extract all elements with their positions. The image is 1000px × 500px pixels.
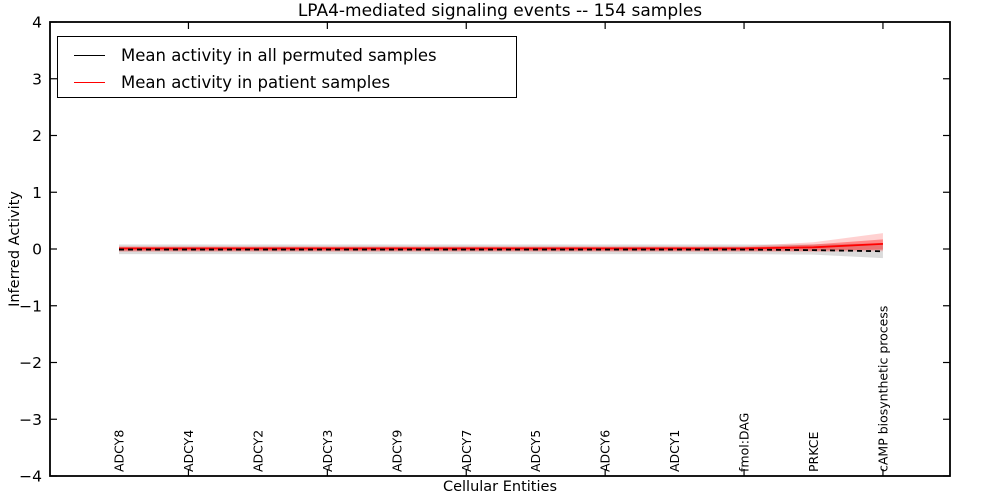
y-tick-label: −2 xyxy=(19,354,42,372)
y-tick-label: 1 xyxy=(32,184,42,202)
series-line-patient xyxy=(119,242,883,250)
band-patient-samples-range-outer xyxy=(119,233,883,252)
x-tick-label: ADCY2 xyxy=(250,430,265,472)
y-axis-title: Inferred Activity xyxy=(7,191,23,307)
x-tick-label: ADCY9 xyxy=(389,430,404,472)
x-tick-label: ADCY3 xyxy=(320,430,335,472)
band-permuted-samples-range xyxy=(119,243,883,259)
x-tick-label: ADCY5 xyxy=(528,430,543,472)
x-tick-label: ADCY8 xyxy=(112,430,127,472)
x-tick-label: PRKCE xyxy=(806,432,821,472)
x-tick-label: ADCY1 xyxy=(667,430,682,472)
x-tick-label: ADCY6 xyxy=(598,430,613,472)
patient-line-swatch xyxy=(74,82,105,84)
y-tick-label: 2 xyxy=(32,127,42,145)
x-tick-label: ADCY4 xyxy=(181,430,196,472)
series-line-permuted xyxy=(119,248,883,253)
x-axis-title: Cellular Entities xyxy=(442,479,558,495)
x-tick-label: ADCY7 xyxy=(459,430,474,472)
x-tick-label: cAMP biosynthetic process xyxy=(875,306,890,472)
y-tick-label: −3 xyxy=(19,411,42,429)
y-tick-label: 3 xyxy=(32,70,42,88)
legend-item-permuted: Mean activity in all permuted samples xyxy=(74,42,516,69)
legend-label-permuted: Mean activity in all permuted samples xyxy=(121,45,437,65)
y-tick-label: 4 xyxy=(32,14,42,32)
permuted-line-swatch xyxy=(74,54,105,56)
legend-label-patient: Mean activity in patient samples xyxy=(121,73,391,93)
y-tick-label: 0 xyxy=(32,241,42,259)
legend-item-patient: Mean activity in patient samples xyxy=(74,69,516,96)
x-tick-label: fmol:DAG xyxy=(737,413,752,472)
legend: Mean activity in all permuted samples Me… xyxy=(57,36,517,98)
y-tick-label: −1 xyxy=(19,297,42,315)
y-tick-label: −4 xyxy=(19,468,42,486)
chart-title: LPA4-mediated signaling events -- 154 sa… xyxy=(297,1,703,21)
